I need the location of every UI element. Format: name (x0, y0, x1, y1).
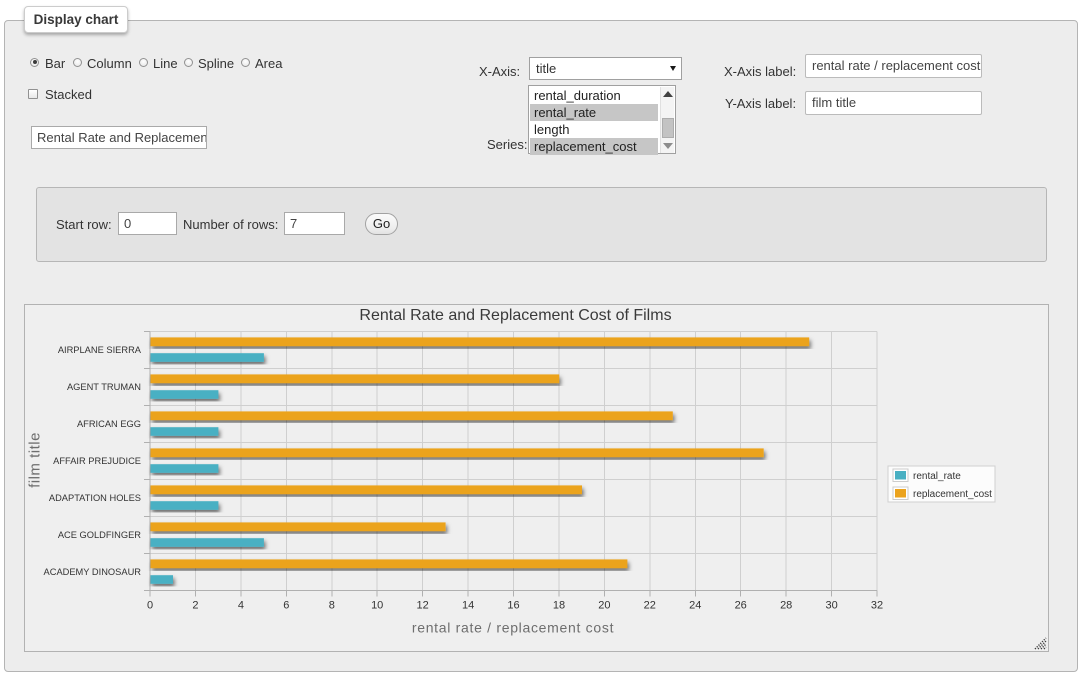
svg-text:AFRICAN EGG: AFRICAN EGG (77, 419, 141, 429)
svg-text:30: 30 (825, 600, 837, 612)
svg-text:4: 4 (238, 600, 244, 612)
svg-text:32: 32 (871, 600, 883, 612)
svg-text:28: 28 (780, 600, 792, 612)
svg-text:2: 2 (192, 600, 198, 612)
svg-text:18: 18 (553, 600, 565, 612)
svg-text:rental rate / replacement cost: rental rate / replacement cost (412, 620, 614, 636)
svg-text:replacement_cost: replacement_cost (913, 489, 992, 500)
svg-text:14: 14 (462, 600, 474, 612)
svg-text:26: 26 (735, 600, 747, 612)
svg-text:AFFAIR PREJUDICE: AFFAIR PREJUDICE (53, 456, 141, 466)
svg-text:12: 12 (416, 600, 428, 612)
svg-text:ADAPTATION HOLES: ADAPTATION HOLES (49, 493, 141, 503)
svg-text:AIRPLANE SIERRA: AIRPLANE SIERRA (58, 345, 142, 355)
svg-text:ACE GOLDFINGER: ACE GOLDFINGER (58, 530, 141, 540)
svg-text:8: 8 (329, 600, 335, 612)
svg-text:film title: film title (27, 432, 44, 488)
svg-text:10: 10 (371, 600, 383, 612)
svg-text:rental_rate: rental_rate (913, 471, 961, 482)
svg-text:0: 0 (147, 600, 153, 612)
svg-text:16: 16 (507, 600, 519, 612)
svg-text:20: 20 (598, 600, 610, 612)
svg-text:Rental Rate and Replacement Co: Rental Rate and Replacement Cost of Film… (359, 307, 671, 324)
svg-text:ACADEMY DINOSAUR: ACADEMY DINOSAUR (44, 567, 142, 577)
svg-text:22: 22 (644, 600, 656, 612)
svg-text:AGENT TRUMAN: AGENT TRUMAN (67, 382, 141, 392)
svg-text:24: 24 (689, 600, 701, 612)
svg-text:6: 6 (283, 600, 289, 612)
